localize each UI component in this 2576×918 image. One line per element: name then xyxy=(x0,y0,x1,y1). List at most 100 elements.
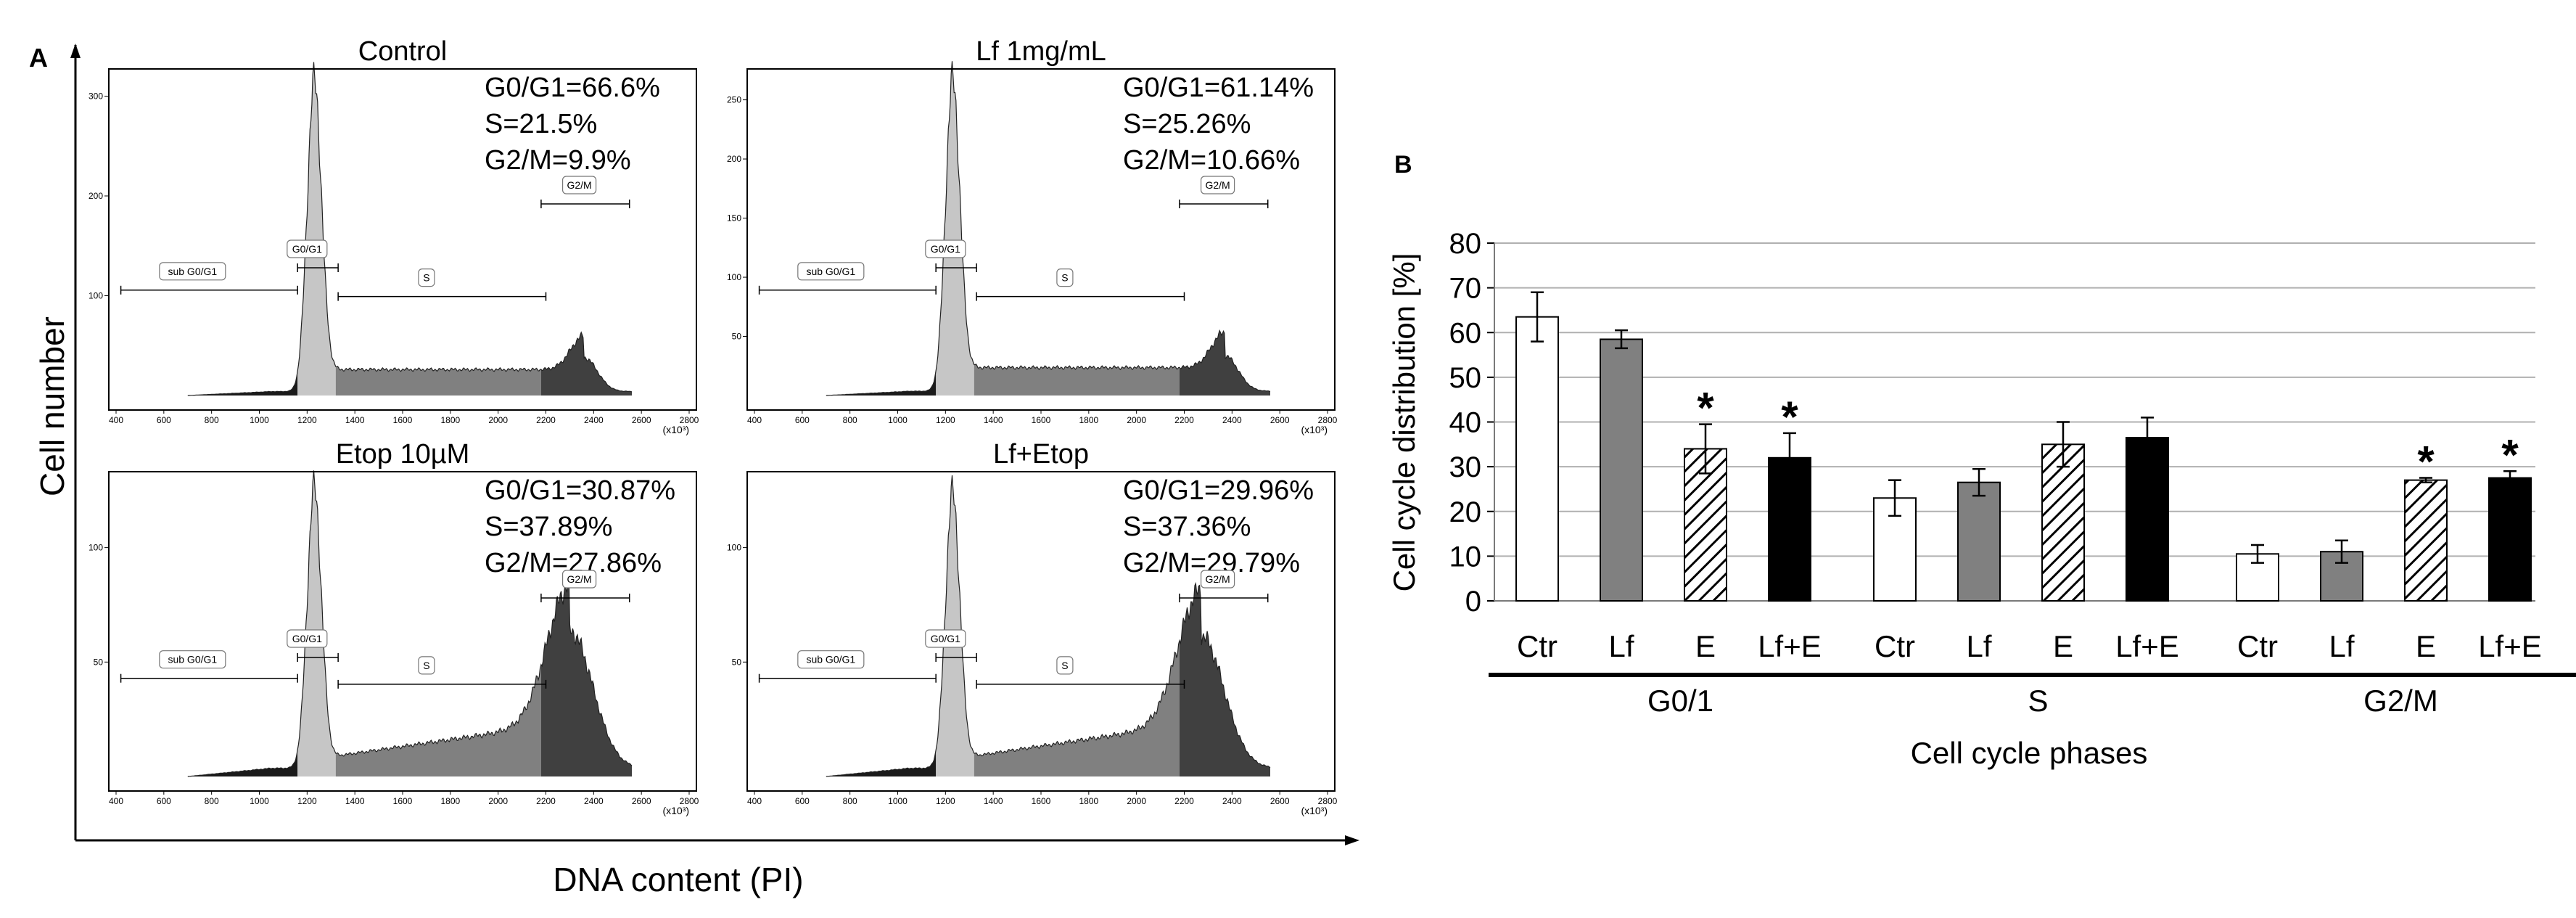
group-label: S xyxy=(2028,684,2048,718)
y-tick-label: 100 xyxy=(727,543,741,553)
gate-g2m: G2/M xyxy=(540,176,630,208)
x-tick-label: 1600 xyxy=(1032,415,1051,425)
y-tick-label: 70 xyxy=(1449,273,1482,305)
stat-line: S=21.5% xyxy=(485,109,597,139)
x-tick-label: 400 xyxy=(109,796,123,806)
gate-label-box xyxy=(418,269,435,287)
gate-label-box xyxy=(925,239,966,258)
x-tick-label: 2800 xyxy=(1318,415,1338,425)
g0g1-region xyxy=(936,475,974,776)
stat-line: G0/G1=61.14% xyxy=(1123,73,1314,103)
s-phase-region xyxy=(335,366,541,396)
panel-a-label: A xyxy=(29,43,48,73)
category-label: Lf+E xyxy=(1758,629,1822,663)
category-label: E xyxy=(1695,629,1716,663)
gate-label-box xyxy=(1056,656,1074,675)
panel-a: A Cell number DNA content (PI) xyxy=(29,43,1359,898)
y-tick-label: 80 xyxy=(1449,228,1482,260)
x-tick-label: 2400 xyxy=(584,415,604,425)
y-tick-label: 300 xyxy=(89,91,103,102)
bar xyxy=(2041,443,2085,602)
gate-label-box xyxy=(159,650,226,669)
gate-g0g1: G0/G1 xyxy=(287,239,339,272)
x-tick-label: 2600 xyxy=(1270,796,1290,806)
sub-g0g1-region xyxy=(826,370,937,396)
x-tick-label: 2600 xyxy=(632,415,651,425)
histograms: 100 200 300 400 600 800 1000 1200 1400 1600 1800 20… xyxy=(89,36,1338,816)
stat-line: G2/M=9.9% xyxy=(485,145,631,176)
bar xyxy=(1600,338,1643,602)
y-tick-label: 200 xyxy=(89,191,103,201)
histogram-frame xyxy=(108,68,697,411)
y-tick-label: 0 xyxy=(1465,586,1481,618)
category-label: Lf+E xyxy=(2478,629,2542,663)
y-tick-label: 100 xyxy=(727,272,741,282)
gate-label: G0/G1 xyxy=(292,243,322,255)
x-tick-label: 1600 xyxy=(393,796,413,806)
bar-group: Ctr Lf E Lf+E G0/1 xyxy=(1489,291,1872,718)
gate-g2m: G2/M xyxy=(1179,176,1269,208)
histogram-outline xyxy=(826,61,1271,396)
significance-marker: * xyxy=(1781,393,1798,441)
y-tick-label: 50 xyxy=(732,332,742,342)
y-tick-label: 60 xyxy=(1449,317,1482,349)
gate-g0g1: G0/G1 xyxy=(287,629,339,662)
gate-label-box xyxy=(159,262,226,281)
gate-label: G2/M xyxy=(567,573,591,585)
y-tick-label: 20 xyxy=(1449,496,1482,528)
sub-g0g1-region xyxy=(826,750,937,776)
g0g1-region xyxy=(297,470,336,776)
gate-label-box xyxy=(418,656,435,675)
x-tick-label: 400 xyxy=(747,796,762,806)
category-label: Lf xyxy=(1966,629,1991,663)
y-tick-label: 150 xyxy=(727,213,741,224)
y-tick-label: 50 xyxy=(94,657,104,667)
g2m-region xyxy=(1179,583,1270,776)
x-tick-label: 1400 xyxy=(345,415,365,425)
gate-sub-g0g1: sub G0/G1 xyxy=(758,650,937,683)
bar-group: Ctr Lf E Lf+E S xyxy=(1846,417,2230,718)
y-tick-label: 100 xyxy=(89,543,103,553)
gate-g0g1: G0/G1 xyxy=(925,629,977,662)
s-phase-region xyxy=(335,664,541,776)
histogram-4: 50 100 400 600 800 1000 1200 1400 1600 1800 2000 22… xyxy=(727,439,1338,816)
histogram-outline xyxy=(187,62,633,396)
x-tick-label: 2200 xyxy=(536,796,556,806)
g2m-region xyxy=(1179,330,1270,396)
s-phase-region xyxy=(974,364,1180,396)
category-label: Ctr xyxy=(1517,629,1557,663)
x-unit-label: (x10³) xyxy=(1301,805,1328,816)
histogram-1: 100 200 300 400 600 800 1000 1200 1400 1600 1800 20… xyxy=(89,36,699,435)
histogram-title: Etop 10µM xyxy=(336,439,470,470)
x-tick-label: 600 xyxy=(157,796,171,806)
panel-a-y-label: Cell number xyxy=(33,316,71,496)
x-tick-label: 1000 xyxy=(888,415,908,425)
bar-chart: B 0 10 20 30 40 50 60 70 80 Cell cycle distributio… xyxy=(1387,151,2576,770)
x-tick-label: 800 xyxy=(205,415,219,425)
y-tick-label: 100 xyxy=(89,291,103,301)
gate-label: sub G0/G1 xyxy=(168,266,217,277)
x-unit-label: (x10³) xyxy=(662,424,689,435)
stat-line: G0/G1=30.87% xyxy=(485,475,675,506)
x-tick-label: 2000 xyxy=(488,415,508,425)
x-tick-label: 1000 xyxy=(250,796,269,806)
histogram-outline xyxy=(826,475,1271,777)
x-tick-label: 600 xyxy=(157,415,171,425)
g2m-region xyxy=(540,572,632,776)
gate-label: G0/G1 xyxy=(292,633,322,644)
stat-line: S=37.89% xyxy=(485,512,612,542)
gate-g2m: G2/M xyxy=(1179,570,1269,602)
x-tick-label: 1800 xyxy=(1079,415,1098,425)
x-tick-label: 1800 xyxy=(440,415,460,425)
y-tick-label: 200 xyxy=(727,154,741,164)
stat-line: S=37.36% xyxy=(1123,512,1251,542)
category-label: Ctr xyxy=(2237,629,2278,663)
x-tick-label: 2200 xyxy=(1174,796,1194,806)
x-tick-label: 1600 xyxy=(1032,796,1051,806)
gate-label: S xyxy=(1061,660,1068,671)
bar-group: Ctr Lf E Lf+E G2/M xyxy=(2209,470,2576,718)
gate-label: G2/M xyxy=(567,179,591,191)
x-tick-label: 2600 xyxy=(632,796,651,806)
y-axis-label: Cell cycle distribution [%] xyxy=(1387,253,1421,592)
